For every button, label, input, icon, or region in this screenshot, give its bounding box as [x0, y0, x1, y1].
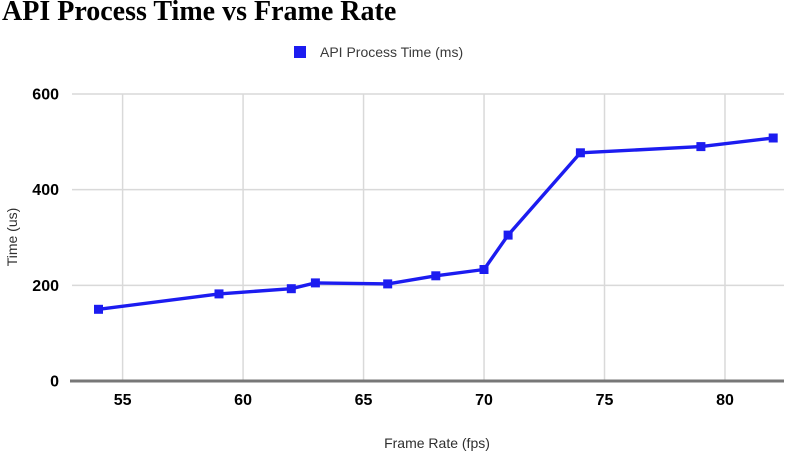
- x-axis-title: Frame Rate (fps): [384, 435, 490, 451]
- data-point-marker: [696, 142, 706, 152]
- x-tick-label: 70: [475, 392, 493, 409]
- data-point-marker: [94, 304, 103, 314]
- legend-label: API Process Time (ms): [320, 44, 464, 60]
- x-tick-label: 80: [716, 392, 734, 409]
- x-tick-label: 55: [114, 392, 132, 409]
- data-point-marker: [214, 289, 224, 299]
- chart-title: API Process Time vs Frame Rate: [2, 0, 397, 27]
- data-point-marker: [575, 148, 585, 158]
- x-tick-label: 65: [355, 392, 373, 409]
- x-tick-label: 75: [596, 392, 614, 409]
- data-point-marker: [286, 284, 296, 294]
- x-tick-label: 60: [234, 392, 252, 409]
- y-tick-label: 400: [32, 182, 59, 199]
- y-axis-title: Time (us): [4, 207, 20, 267]
- y-tick-label: 0: [50, 374, 59, 391]
- y-tick-label: 200: [32, 278, 59, 295]
- series-line: [96, 136, 775, 311]
- data-point-marker: [479, 265, 489, 274]
- legend: API Process Time (ms): [294, 44, 463, 60]
- data-point-marker: [383, 279, 393, 289]
- data-point-marker: [431, 271, 441, 281]
- legend-swatch-icon: [294, 46, 306, 58]
- y-tick-label: 600: [32, 87, 59, 104]
- data-point-marker: [768, 133, 778, 143]
- data-point-marker: [310, 278, 320, 288]
- data-point-marker: [503, 230, 513, 240]
